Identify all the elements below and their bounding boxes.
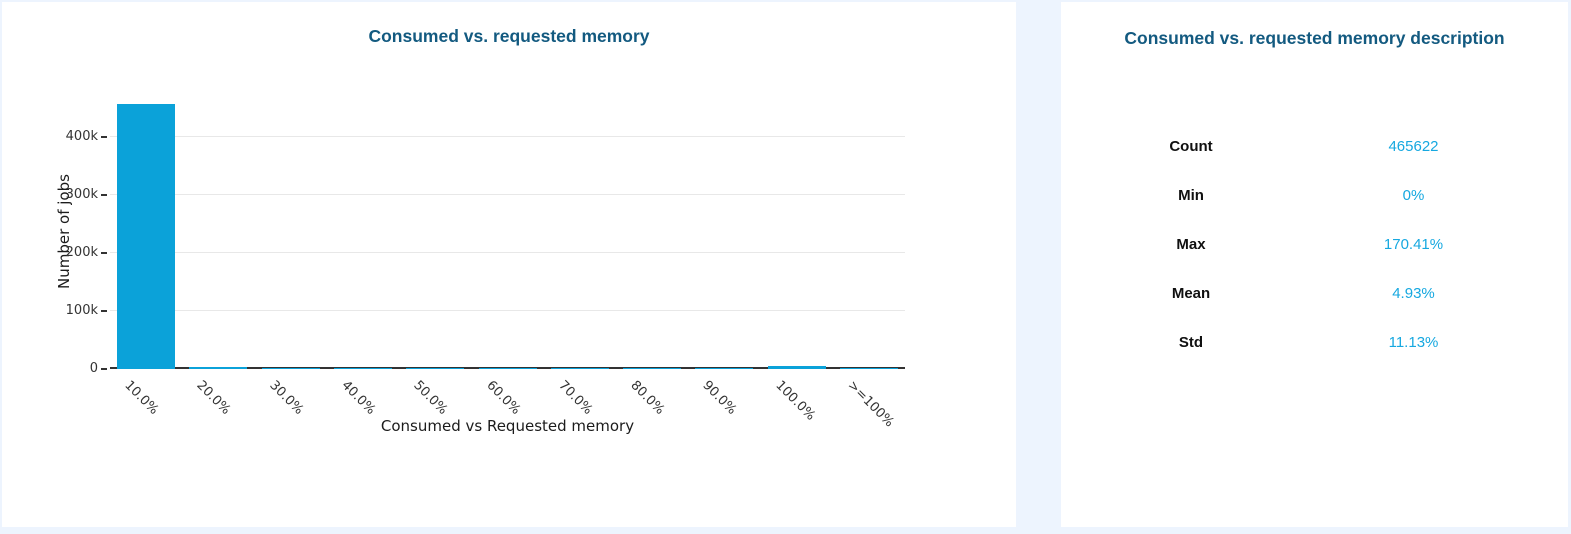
stat-label: Std <box>1178 334 1204 351</box>
description-title: Consumed vs. requested memory descriptio… <box>1124 28 1505 48</box>
gridline <box>110 136 905 138</box>
stat-value: 0% <box>1402 187 1425 204</box>
stat-label: Max <box>1176 236 1206 253</box>
bar-70.0%[interactable] <box>550 368 609 369</box>
bar-20.0%[interactable] <box>189 367 248 369</box>
stat-row-mean: Mean 4.93% <box>1061 269 1568 318</box>
y-tick-label: 0 <box>89 361 98 376</box>
stat-label: Min <box>1178 187 1204 204</box>
bar-50.0%[interactable] <box>406 368 465 369</box>
x-tick-label: 90.0% <box>699 378 740 418</box>
bar-100.0%[interactable] <box>767 366 826 369</box>
stat-label: Mean <box>1171 285 1211 302</box>
chart-title: Consumed vs. requested memory <box>368 26 650 46</box>
y-tick-mark <box>101 368 107 370</box>
gridline <box>110 310 905 312</box>
x-axis-title: Consumed vs Requested memory <box>380 417 635 435</box>
x-tick-label: 50.0% <box>410 378 451 418</box>
x-tick-label: 30.0% <box>266 378 306 418</box>
x-tick-label: 20.0% <box>193 378 234 418</box>
stat-value: 11.13% <box>1388 334 1439 351</box>
y-tick-mark <box>101 251 107 254</box>
stat-row-min: Min 0% <box>1061 171 1568 220</box>
stat-label: Count <box>1169 138 1213 155</box>
x-tick-label: 80.0% <box>627 378 668 418</box>
chart-card: Consumed vs. requested memory Number of … <box>2 2 1016 527</box>
x-tick-label: 10.0% <box>121 378 162 418</box>
y-tick-mark <box>101 309 107 312</box>
y-tick-mark <box>101 135 107 138</box>
y-tick-mark <box>101 193 107 196</box>
bar-chart-plot-area: Number of jobs 0 100k 200k 300k 400k 10.0% 20.… <box>55 95 905 430</box>
bar-40.0%[interactable] <box>333 368 392 369</box>
y-tick-label: 200k <box>65 244 98 260</box>
gridline <box>110 252 905 254</box>
stat-value: 465622 <box>1388 138 1439 155</box>
bar-80.0%[interactable] <box>623 368 682 369</box>
bar-10.0%[interactable] <box>117 104 176 369</box>
stat-value: 4.93% <box>1392 285 1435 302</box>
description-card: Consumed vs. requested memory descriptio… <box>1061 2 1568 527</box>
x-tick-label: 40.0% <box>338 378 379 418</box>
y-tick-label: 100k <box>65 302 98 318</box>
x-tick-label: 60.0% <box>482 378 523 418</box>
bar-60.0%[interactable] <box>478 368 537 369</box>
x-tick-label: 70.0% <box>555 378 595 418</box>
bar-30.0%[interactable] <box>261 368 320 369</box>
y-tick-label: 400k <box>65 128 98 144</box>
stat-value: 170.41% <box>1383 236 1444 253</box>
stat-row-count: Count 465622 <box>1061 122 1568 171</box>
gridline <box>110 194 905 196</box>
stat-row-std: Std 11.13% <box>1061 318 1568 367</box>
y-tick-label: 300k <box>65 186 98 202</box>
stats-table: Count 465622 Min 0% Max 170.41% Mean 4.9… <box>1061 122 1568 367</box>
bar->=100%[interactable] <box>839 368 898 369</box>
stat-row-max: Max 170.41% <box>1061 220 1568 269</box>
bar-90.0%[interactable] <box>695 368 754 369</box>
